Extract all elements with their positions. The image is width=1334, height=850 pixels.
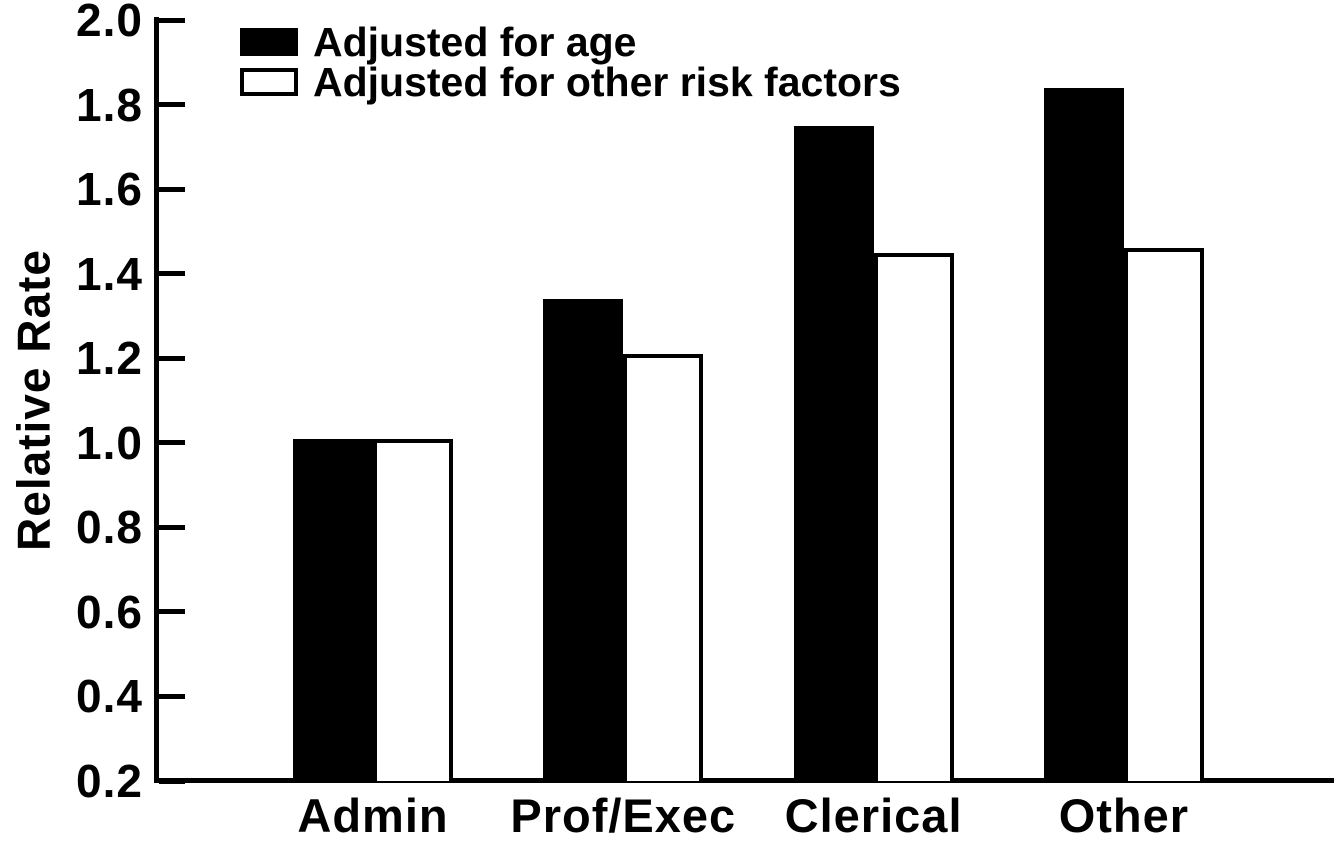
x-axis-label-other: Other bbox=[1058, 789, 1190, 842]
y-axis-tick bbox=[159, 524, 185, 530]
y-axis-tick-label: 0.2 bbox=[76, 755, 143, 807]
y-axis-tick bbox=[159, 440, 185, 446]
legend-item-adjusted-for-age: Adjusted for age bbox=[240, 19, 901, 65]
x-axis-line bbox=[154, 778, 1334, 783]
y-axis-tick bbox=[159, 102, 185, 108]
y-axis-tick bbox=[159, 186, 185, 192]
bar-other-age bbox=[1043, 87, 1124, 781]
legend: Adjusted for age Adjusted for other risk… bbox=[240, 19, 901, 105]
legend-item-adjusted-for-other-risk-factors: Adjusted for other risk factors bbox=[240, 59, 901, 105]
bar-prof-exec-age bbox=[543, 299, 624, 781]
y-axis-tick-label: 1.0 bbox=[76, 416, 143, 469]
bar-prof-exec-risk bbox=[623, 353, 704, 781]
legend-label-adjusted-for-age: Adjusted for age bbox=[313, 19, 637, 65]
x-axis-label-admin: Admin bbox=[297, 789, 449, 842]
y-axis-tick-label: 1.8 bbox=[76, 78, 143, 131]
y-axis-tick bbox=[159, 17, 185, 23]
legend-swatch-open-icon bbox=[240, 68, 298, 96]
bar-clerical-risk bbox=[873, 252, 954, 781]
y-axis-tick-label: 0.6 bbox=[76, 585, 143, 638]
y-axis-title: Relative Rate bbox=[7, 249, 60, 551]
x-axis-label-prof-exec: Prof/Exec bbox=[510, 789, 737, 842]
y-axis-tick bbox=[159, 693, 185, 699]
y-axis-tick-label: 0.4 bbox=[76, 670, 143, 723]
bar-admin-risk bbox=[373, 438, 453, 781]
y-axis-tick bbox=[159, 271, 185, 277]
bar-other-risk bbox=[1123, 248, 1204, 781]
bar-admin-age bbox=[293, 438, 373, 781]
y-axis-tick-label: 1.6 bbox=[76, 163, 143, 216]
y-axis-tick-label: 2.0 bbox=[76, 0, 143, 46]
legend-label-adjusted-for-other-risk-factors: Adjusted for other risk factors bbox=[313, 59, 901, 105]
legend-swatch-filled-icon bbox=[240, 28, 298, 56]
y-axis-tick-label: 1.4 bbox=[76, 247, 143, 300]
y-axis-tick-label: 1.2 bbox=[76, 332, 143, 385]
y-axis-tick bbox=[159, 355, 185, 361]
x-axis-label-clerical: Clerical bbox=[784, 789, 963, 842]
y-axis-tick-label: 0.8 bbox=[76, 501, 143, 554]
y-axis-line bbox=[154, 17, 159, 783]
y-axis-tick bbox=[159, 778, 185, 784]
y-axis-tick bbox=[159, 609, 185, 615]
bar-clerical-age bbox=[793, 125, 874, 781]
